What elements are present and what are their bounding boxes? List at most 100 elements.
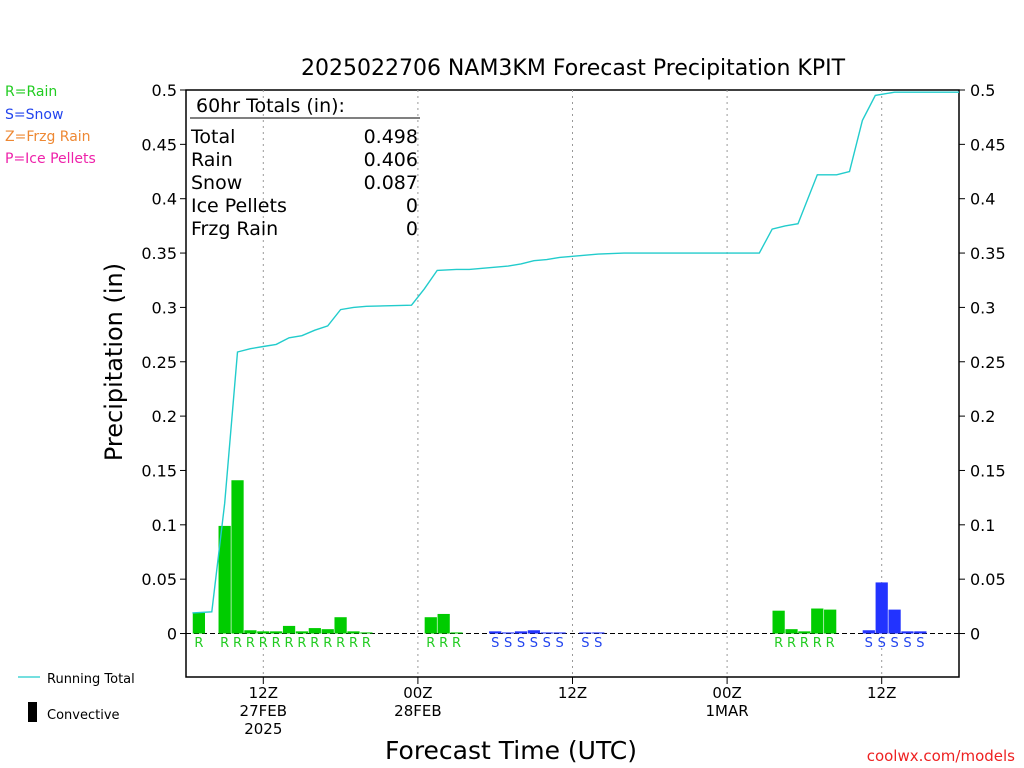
bar bbox=[514, 631, 528, 634]
bar bbox=[862, 630, 875, 634]
bar bbox=[592, 632, 605, 634]
bar bbox=[424, 617, 437, 634]
y-tick-label: 0.15 bbox=[141, 461, 177, 480]
bar bbox=[347, 631, 360, 634]
bar bbox=[321, 629, 334, 634]
credit-text: coolwx.com/models bbox=[867, 747, 1015, 765]
totals-label-total: Total bbox=[190, 126, 235, 148]
chart-title: 2025022706 NAM3KM Forecast Precipitation… bbox=[301, 56, 846, 81]
running-total-line bbox=[192, 91, 959, 614]
totals-value-rain: 0.406 bbox=[364, 149, 418, 171]
type-label: S bbox=[543, 636, 551, 651]
type-label: R bbox=[787, 636, 796, 651]
totals-value-ice-pellets: 0 bbox=[406, 195, 418, 217]
x-tick-label: 12Z bbox=[867, 684, 896, 702]
totals-box: 60hr Totals (in): Total 0.498 Rain 0.406… bbox=[190, 95, 420, 240]
bar bbox=[192, 612, 206, 634]
y-tick-label: 0.1 bbox=[152, 516, 177, 535]
type-label: S bbox=[594, 636, 602, 651]
y-tick-label: 0.5 bbox=[152, 81, 177, 100]
totals-value-frzg-rain: 0 bbox=[406, 218, 418, 240]
x-tick-label: 12Z bbox=[249, 684, 278, 702]
convective-swatch bbox=[28, 702, 37, 722]
y-tick-label-right: 0.5 bbox=[970, 81, 995, 100]
running-total-legend-label: Running Total bbox=[47, 672, 135, 687]
bar bbox=[901, 631, 914, 634]
type-label: R bbox=[813, 636, 822, 651]
bars-group bbox=[192, 480, 927, 634]
type-label: S bbox=[916, 636, 924, 651]
bar bbox=[334, 617, 347, 634]
bar bbox=[489, 631, 502, 634]
legend-frzg-rain: Z=Frzg Rain bbox=[5, 129, 91, 145]
type-label: R bbox=[310, 636, 319, 651]
type-label: R bbox=[285, 636, 294, 651]
type-label: S bbox=[530, 636, 538, 651]
type-label: R bbox=[259, 636, 268, 651]
y-tick-label: 0.25 bbox=[141, 353, 177, 372]
type-label: R bbox=[362, 636, 371, 651]
type-label: R bbox=[452, 636, 461, 651]
bar bbox=[798, 631, 811, 634]
y-tick-label-right: 0.15 bbox=[970, 461, 1006, 480]
bar bbox=[811, 608, 824, 634]
type-label: S bbox=[581, 636, 589, 651]
x-tick-label: 1MAR bbox=[706, 702, 749, 720]
x-tick-label: 27FEB bbox=[240, 702, 287, 720]
bottom-legend: Running Total Convective bbox=[18, 672, 135, 723]
type-label: R bbox=[336, 636, 345, 651]
bar bbox=[231, 480, 244, 634]
bar bbox=[914, 631, 927, 634]
running-total-group bbox=[192, 91, 959, 614]
bar bbox=[772, 610, 785, 634]
y-tick-label-right: 0.35 bbox=[970, 244, 1006, 263]
bar bbox=[875, 582, 888, 634]
type-label: R bbox=[349, 636, 358, 651]
bar bbox=[270, 631, 283, 634]
totals-label-frzg-rain: Frzg Rain bbox=[191, 218, 278, 240]
legend-ice-pellets: P=Ice Pellets bbox=[5, 151, 96, 167]
type-label: S bbox=[491, 636, 499, 651]
y-ticks-left: 0 0.05 0.1 0.15 0.2 0.25 0.3 0.35 0.4 0.45 0.5 bbox=[141, 81, 186, 644]
y-tick-label-right: 0.45 bbox=[970, 135, 1006, 154]
x-tick-label: 28FEB bbox=[394, 702, 441, 720]
y-tick-label-right: 0.4 bbox=[970, 190, 995, 209]
bar bbox=[282, 625, 296, 634]
y-tick-label: 0.05 bbox=[141, 570, 177, 589]
type-label: S bbox=[878, 636, 886, 651]
convective-legend-label: Convective bbox=[47, 708, 120, 723]
bar bbox=[218, 525, 231, 634]
type-label: S bbox=[555, 636, 563, 651]
x-tick-label: 00Z bbox=[403, 684, 432, 702]
legend-rain: R=Rain bbox=[5, 84, 57, 100]
bar bbox=[540, 632, 553, 634]
precip-type-legend: R=Rain S=Snow Z=Frzg Rain P=Ice Pellets bbox=[5, 84, 96, 167]
type-label: S bbox=[504, 636, 512, 651]
type-label: S bbox=[517, 636, 525, 651]
y-ticks-right: 0 0.05 0.1 0.15 0.2 0.25 0.3 0.35 0.4 0.45 0.5 bbox=[959, 81, 1006, 644]
y-tick-label: 0.45 bbox=[141, 135, 177, 154]
bar bbox=[244, 630, 257, 634]
type-label: R bbox=[800, 636, 809, 651]
y-tick-label: 0.4 bbox=[152, 190, 177, 209]
type-label: R bbox=[246, 636, 255, 651]
type-label: R bbox=[826, 636, 835, 651]
bar bbox=[579, 632, 592, 634]
y-tick-label-right: 0.1 bbox=[970, 516, 995, 535]
totals-label-rain: Rain bbox=[191, 149, 233, 171]
bar bbox=[450, 632, 463, 634]
bar bbox=[785, 629, 798, 634]
bar bbox=[553, 632, 566, 634]
x-axis-label: Forecast Time (UTC) bbox=[385, 736, 637, 765]
totals-value-snow: 0.087 bbox=[364, 172, 418, 194]
bar bbox=[308, 628, 321, 634]
bar bbox=[888, 609, 901, 634]
bar bbox=[437, 613, 450, 634]
y-tick-label: 0 bbox=[167, 625, 177, 644]
totals-value-total: 0.498 bbox=[364, 126, 418, 148]
bar bbox=[824, 609, 837, 634]
type-label: R bbox=[220, 636, 229, 651]
y-tick-label-right: 0 bbox=[970, 625, 980, 644]
type-label: S bbox=[865, 636, 873, 651]
